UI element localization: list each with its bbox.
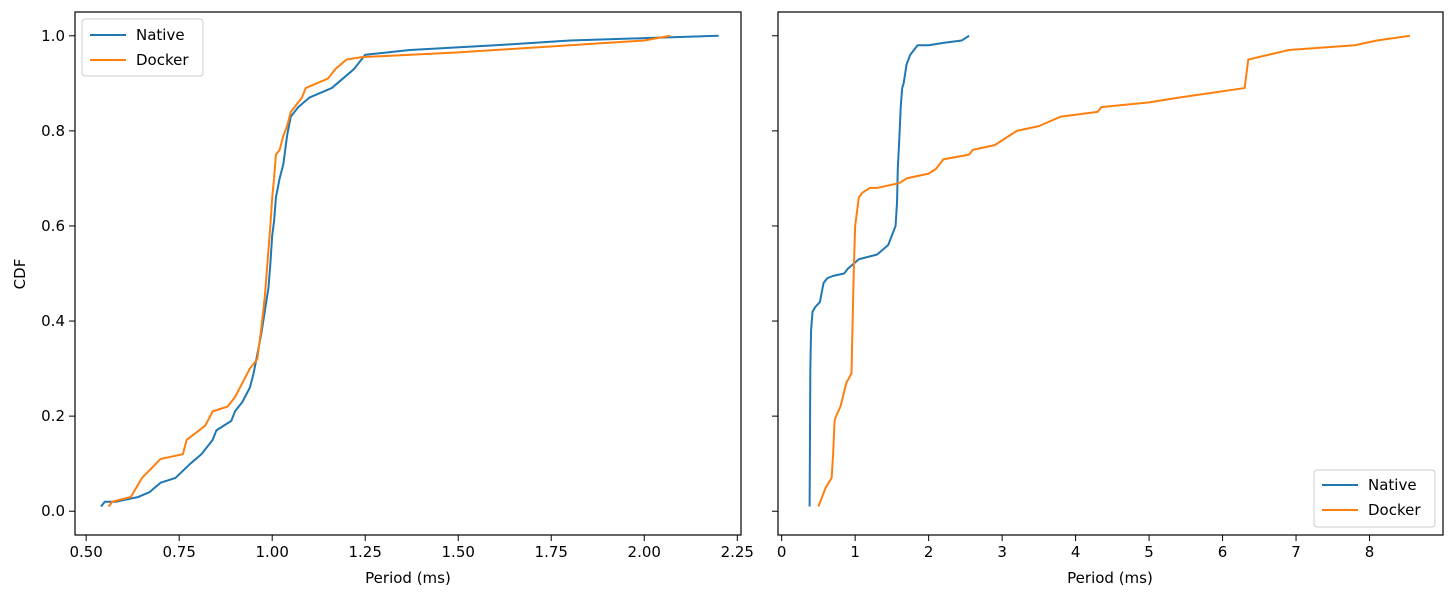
right-x-tick-label: 1 xyxy=(850,543,860,561)
left-chart-panel: 0.50 0.75 1.00 1.25 1.50 1.75 2.00 2.25 0.00.20… xyxy=(11,11,754,587)
right-x-tick-label: 2 xyxy=(924,543,934,561)
left-series-docker-line xyxy=(107,34,671,508)
left-legend-box xyxy=(81,18,204,77)
left-x-tick-label: 0.75 xyxy=(162,543,195,561)
left-x-tick-label: 2.00 xyxy=(628,543,661,561)
left-x-tick-label: 2.25 xyxy=(721,543,754,561)
left-y-tick-label: 0.0 xyxy=(41,502,65,520)
left-legend-native-label: Native xyxy=(136,26,185,44)
right-series-docker-line xyxy=(817,34,1411,507)
left-y-tick-label: 1.0 xyxy=(41,27,65,45)
left-y-tick-label: 0.6 xyxy=(41,217,65,235)
right-x-ticks: 0 1 2 3 4 5 6 7 8 xyxy=(777,535,1374,561)
right-y-ticks xyxy=(772,35,778,512)
right-x-tick-label: 8 xyxy=(1365,543,1375,561)
left-y-tick-label: 0.4 xyxy=(41,312,65,330)
right-x-tick-label: 3 xyxy=(997,543,1007,561)
left-x-tick-label: 1.25 xyxy=(349,543,382,561)
right-series-native-line xyxy=(808,34,970,507)
left-y-tick-label: 0.2 xyxy=(41,407,65,425)
left-y-axis-label: CDF xyxy=(11,259,29,290)
left-legend-docker-label: Docker xyxy=(136,51,189,69)
left-x-tick-label: 0.50 xyxy=(69,543,102,561)
right-x-tick-label: 4 xyxy=(1071,543,1081,561)
left-x-ticks: 0.50 0.75 1.00 1.25 1.50 1.75 2.00 2.25 xyxy=(69,535,754,561)
right-axes-frame xyxy=(777,11,1444,536)
left-y-tick-label: 0.8 xyxy=(41,122,65,140)
left-series-native-line xyxy=(100,34,719,508)
right-x-tick-label: 5 xyxy=(1144,543,1154,561)
right-chart-panel: 0 1 2 3 4 5 6 7 8 Period (ms) Native Docker xyxy=(772,11,1444,587)
left-x-tick-label: 1.75 xyxy=(535,543,568,561)
left-legend: Native Docker xyxy=(81,18,204,77)
left-plot-area xyxy=(100,34,719,508)
right-plot-area xyxy=(808,34,1411,507)
left-x-tick-label: 1.00 xyxy=(255,543,288,561)
right-x-tick-label: 6 xyxy=(1218,543,1228,561)
left-y-ticks: 0.0 0.2 0.4 0.6 0.8 1.0 xyxy=(41,27,75,520)
right-x-axis-label: Period (ms) xyxy=(1067,569,1153,587)
right-x-tick-label: 7 xyxy=(1291,543,1301,561)
left-x-axis-label: Period (ms) xyxy=(365,569,451,587)
left-axes-frame xyxy=(74,11,742,536)
right-legend: Native Docker xyxy=(1313,469,1436,528)
right-legend-native-label: Native xyxy=(1368,476,1417,494)
right-legend-docker-label: Docker xyxy=(1368,501,1421,519)
left-x-tick-label: 1.50 xyxy=(442,543,475,561)
right-x-tick-label: 0 xyxy=(777,543,787,561)
